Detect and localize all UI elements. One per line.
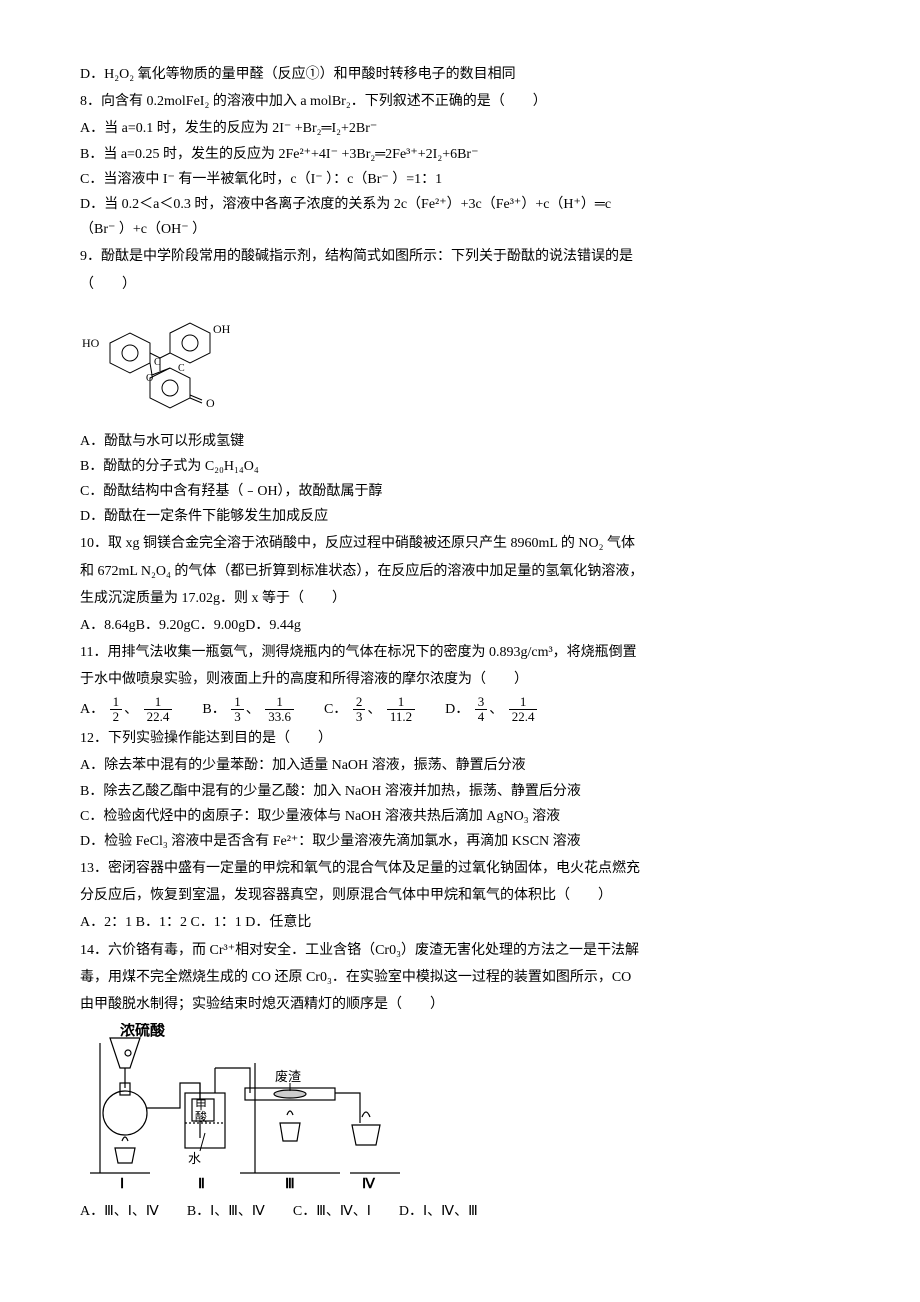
q14-roman-3: Ⅲ	[285, 1177, 295, 1192]
q14-option-b: B．Ⅰ、Ⅲ、Ⅳ	[187, 1199, 265, 1224]
q11-option-a: A． 12、 122.4	[80, 695, 174, 725]
q13-options: A．2：1 B．1：2 C．1：1 D．任意比	[80, 910, 840, 935]
q9-option-c: C．酚酞结构中含有羟基（﹣OH），故酚酞属于醇	[80, 479, 840, 504]
frac-num: 1	[144, 695, 173, 710]
q11-c-label: C．	[324, 702, 347, 717]
q10-stem-l1: 10．取 xg 铜镁合金完全溶于浓硝酸中，反应过程中硝酸被还原只产生 8960m…	[80, 531, 840, 556]
frac-den: 22.4	[509, 710, 538, 724]
q9-option-a: A．酚酞与水可以形成氢键	[80, 429, 840, 454]
q14-stem-l3: 由甲酸脱水制得；实验结束时熄灭酒精灯的顺序是（ ）	[80, 992, 840, 1017]
q14-stem-l2: 毒，用煤不完全燃烧生成的 CO 还原 Cr0₃．在实验室中模拟这一过程的装置如图…	[80, 965, 840, 990]
q11-stem-l2: 于水中做喷泉实验，则液面上升的高度和所得溶液的摩尔浓度为（ ）	[80, 667, 840, 692]
frac-den: 2	[110, 710, 123, 724]
q11-options-row: A． 12、 122.4 B． 13、 133.6 C． 23、 111.2 D…	[80, 695, 840, 725]
q14-label-suan: 酸	[195, 1109, 207, 1124]
q7-option-d: D．H₂O₂ 氧化等物质的量甲醛（反应①）和甲酸时转移电子的数目相同	[80, 62, 840, 87]
q8-option-d-line1: D．当 0.2＜a＜0.3 时，溶液中各离子浓度的关系为 2c（Fe²⁺）+3c…	[80, 192, 840, 217]
q14-roman-1: Ⅰ	[120, 1177, 124, 1192]
frac-num: 1	[509, 695, 538, 710]
q14-roman-2: Ⅱ	[198, 1177, 205, 1192]
q14-label-h2so4: 浓硫酸	[120, 1023, 166, 1039]
q11-option-d: D． 34、 122.4	[445, 695, 539, 725]
frac-den: 11.2	[387, 710, 415, 724]
q12-stem: 12．下列实验操作能达到目的是（ ）	[80, 726, 840, 751]
q14-option-d: D．Ⅰ、Ⅳ、Ⅲ	[399, 1199, 478, 1224]
svg-text:C: C	[154, 357, 161, 368]
q13-stem-l2: 分反应后，恢复到室温，发现容器真空，则原混合气体中甲烷和氧气的体积比（ ）	[80, 883, 840, 908]
q9-label-oh: OH	[213, 322, 231, 336]
q8-option-d-line2: （Br⁻ ）+c（OH⁻ ）	[80, 217, 840, 242]
q14-option-c: C．Ⅲ、Ⅳ、Ⅰ	[293, 1199, 371, 1224]
q8-option-c: C．当溶液中 I⁻ 有一半被氧化时，c（I⁻ ）：c（Br⁻ ）=1：1	[80, 167, 840, 192]
svg-text:O: O	[146, 373, 153, 384]
q12-option-c: C．检验卤代烃中的卤原子：取少量液体与 NaOH 溶液共热后滴加 AgNO₃ 溶…	[80, 804, 840, 829]
q9-stem-line2: （ ）	[80, 272, 840, 297]
q10-stem-l2: 和 672mL N₂O₄ 的气体（都已折算到标准状态），在反应后的溶液中加足量的…	[80, 559, 840, 584]
q12-option-d: D．检验 FeCl₃ 溶液中是否含有 Fe²⁺：取少量溶液先滴加氯水，再滴加 K…	[80, 829, 840, 854]
frac-num: 1	[387, 695, 415, 710]
frac-num: 1	[231, 695, 244, 710]
q9-stem-line1: 9．酚酞是中学阶段常用的酸碱指示剂，结构简式如图所示：下列关于酚酞的说法错误的是	[80, 244, 840, 269]
frac-den: 33.6	[265, 710, 294, 724]
q8-stem: 8．向含有 0.2molFeI₂ 的溶液中加入 a molBr₂．下列叙述不正确…	[80, 89, 840, 114]
q11-d-label: D．	[445, 702, 469, 717]
q14-apparatus-diagram: 浓硫酸 甲 酸 水 废渣 Ⅰ Ⅱ Ⅲ Ⅳ	[80, 1023, 840, 1193]
q9-label-o: O	[206, 396, 215, 410]
frac-num: 1	[110, 695, 123, 710]
svg-text:C: C	[178, 363, 185, 374]
q14-options-row: A．Ⅲ、Ⅰ、Ⅳ B．Ⅰ、Ⅲ、Ⅳ C．Ⅲ、Ⅳ、Ⅰ D．Ⅰ、Ⅳ、Ⅲ	[80, 1199, 840, 1224]
frac-den: 3	[353, 710, 366, 724]
q14-label-water: 水	[188, 1151, 201, 1166]
q13-stem-l1: 13．密闭容器中盛有一定量的甲烷和氧气的混合气体及足量的过氧化钠固体，电火花点燃…	[80, 856, 840, 881]
q14-stem-l1: 14．六价铬有毒，而 Cr³⁺相对安全．工业含铬（Cr0₃）废渣无害化处理的方法…	[80, 938, 840, 963]
q11-option-c: C． 23、 111.2	[324, 695, 417, 725]
q11-a-label: A．	[80, 702, 104, 717]
frac-den: 22.4	[144, 710, 173, 724]
q12-option-b: B．除去乙酸乙酯中混有的少量乙酸：加入 NaOH 溶液并加热，振荡、静置后分液	[80, 779, 840, 804]
q9-structure-diagram: HO OH O C O C	[80, 303, 840, 423]
q14-roman-4: Ⅳ	[362, 1177, 376, 1192]
frac-den: 3	[231, 710, 244, 724]
q10-options: A．8.64gB．9.20gC．9.00gD．9.44g	[80, 613, 840, 638]
frac-den: 4	[475, 710, 488, 724]
q11-b-label: B．	[202, 702, 225, 717]
q11-option-b: B． 13、 133.6	[202, 695, 296, 725]
q8-option-b: B．当 a=0.25 时，发生的反应为 2Fe²⁺+4I⁻ +3Br₂═2Fe³…	[80, 142, 840, 167]
q11-stem-l1: 11．用排气法收集一瓶氨气，测得烧瓶内的气体在标况下的密度为 0.893g/cm…	[80, 640, 840, 665]
q9-label-ho: HO	[82, 336, 100, 350]
q8-option-a: A．当 a=0.1 时，发生的反应为 2I⁻ +Br₂═I₂+2Br⁻	[80, 116, 840, 141]
frac-num: 1	[265, 695, 294, 710]
q14-label-waste: 废渣	[275, 1069, 301, 1084]
q9-option-b: B．酚酞的分子式为 C₂₀H₁₄O₄	[80, 454, 840, 479]
q9-option-d: D．酚酞在一定条件下能够发生加成反应	[80, 504, 840, 529]
q14-option-a: A．Ⅲ、Ⅰ、Ⅳ	[80, 1199, 159, 1224]
q10-stem-l3: 生成沉淀质量为 17.02g．则 x 等于（ ）	[80, 586, 840, 611]
q12-option-a: A．除去苯中混有的少量苯酚：加入适量 NaOH 溶液，振荡、静置后分液	[80, 753, 840, 778]
frac-num: 2	[353, 695, 366, 710]
frac-num: 3	[475, 695, 488, 710]
